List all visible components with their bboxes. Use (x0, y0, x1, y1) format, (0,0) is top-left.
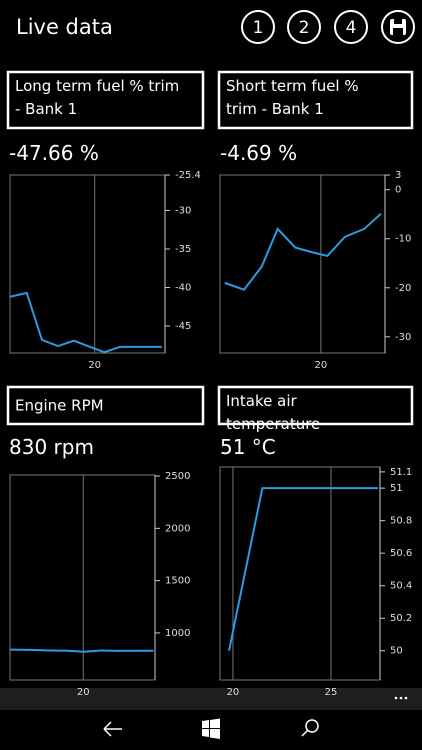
dot (404, 696, 408, 700)
y-tick-label: -20 (395, 283, 411, 294)
y-tick-label: 50.6 (390, 548, 412, 559)
y-tick-label: -30 (175, 205, 191, 216)
save-icon-slot (394, 19, 402, 24)
panel-label-box (6, 385, 205, 426)
back-icon (103, 721, 122, 737)
y-tick-label: 1500 (165, 576, 190, 587)
y-tick-label: -10 (395, 234, 411, 245)
rate-button[interactable]: 2 (287, 10, 321, 44)
reading: -4.69 % (220, 141, 297, 165)
y-tick-label: 2000 (165, 523, 190, 534)
plot-frame (219, 174, 386, 354)
panel-label-box (217, 385, 414, 426)
panel-label: Engine RPM (15, 397, 104, 415)
y-tick-label: 3 (395, 170, 401, 181)
rate-button[interactable]: 4 (334, 10, 368, 44)
dot (399, 696, 403, 700)
y-tick-label: 50.8 (390, 516, 412, 527)
search-handle (301, 729, 309, 737)
x-tick-label: 20 (227, 687, 240, 698)
rate-button[interactable]: 1 (241, 10, 275, 44)
data-line (9, 291, 162, 354)
windows-icon (202, 718, 220, 739)
panel-label: Short term fuel % trim - Bank 1 (226, 77, 359, 118)
y-tick-label: -40 (175, 283, 191, 294)
dot (394, 696, 398, 700)
y-tick-label: 1000 (165, 628, 190, 639)
data-line (228, 487, 379, 651)
back-button[interactable] (103, 721, 122, 737)
x-tick-label: 20 (315, 360, 328, 371)
button-label: 4 (346, 18, 357, 38)
button-ring (241, 10, 275, 44)
start-button[interactable] (202, 718, 220, 740)
y-tick-label: 51.1 (390, 467, 412, 478)
panel-label-box (6, 70, 205, 130)
save-ring (381, 10, 415, 44)
data-line (224, 212, 382, 291)
y-tick-label: 50.2 (390, 613, 412, 624)
search-icon (305, 719, 319, 733)
y-tick-label: 2500 (165, 471, 190, 482)
search-button[interactable] (301, 719, 319, 737)
panel-label: Long term fuel % trim - Bank 1 (15, 77, 179, 118)
panel-label: Intake air temperature (226, 392, 320, 433)
y-tick-label: -25.4 (175, 170, 201, 181)
y-tick-label: 50.4 (390, 581, 412, 592)
button-ring (334, 10, 368, 44)
data-line (9, 648, 154, 653)
x-tick-label: 20 (88, 360, 101, 371)
y-tick-label: 0 (395, 185, 401, 196)
save-button[interactable] (381, 10, 415, 44)
more-button[interactable] (394, 696, 408, 700)
y-tick-label: -30 (395, 332, 411, 343)
panel-label-box (217, 70, 414, 130)
app-bar (0, 688, 422, 710)
y-tick-label: 50 (390, 646, 403, 657)
x-tick-label: 20 (77, 687, 90, 698)
save-icon-label (393, 28, 403, 35)
button-label: 1 (253, 18, 264, 38)
button-label: 2 (299, 18, 310, 38)
reading: 51 °C (220, 435, 276, 459)
button-ring (287, 10, 321, 44)
y-tick-label: -35 (175, 244, 191, 255)
reading: 830 rpm (9, 435, 94, 459)
plot-frame (9, 174, 166, 354)
page-title: Live data (16, 15, 113, 39)
reading: -47.66 % (9, 141, 99, 165)
y-tick-label: 51 (390, 483, 403, 494)
x-tick-label: 25 (325, 687, 338, 698)
y-tick-label: -45 (175, 321, 191, 332)
